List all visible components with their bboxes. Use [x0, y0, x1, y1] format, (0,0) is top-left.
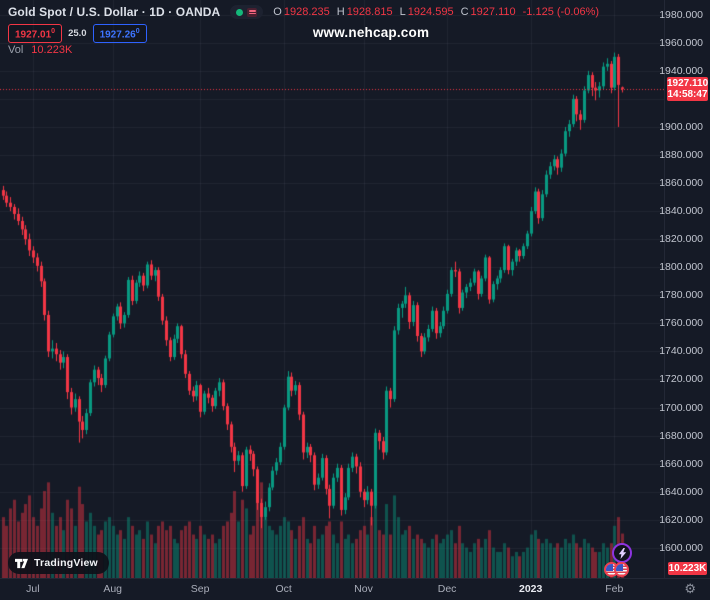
tradingview-logo-text: TradingView [34, 557, 98, 569]
price-axis-label: 1620.000 [659, 513, 703, 526]
time-axis-label-sep: Sep [190, 583, 210, 595]
time-axis[interactable]: ⚙ Jul Aug Sep Oct Nov Dec 2023 Feb [0, 578, 710, 600]
sell-button[interactable]: 1927.010 [8, 24, 63, 44]
change-value: -1.125 (-0.06%) [522, 6, 600, 18]
symbol-title[interactable]: Gold Spot / U.S. Dollar · 1D · OANDA [8, 5, 221, 19]
close-label: C [460, 6, 469, 18]
tradingview-logo[interactable]: TradingView [8, 552, 109, 574]
price-axis-label: 1980.000 [659, 8, 703, 21]
lightning-badge[interactable] [612, 543, 632, 563]
lightning-icon [618, 547, 626, 559]
volume-axis-badge: 10.223K [668, 562, 707, 575]
ohlc-values: O 1928.235 H 1928.815 L 1924.595 C 1927.110 … [273, 6, 599, 18]
time-axis-label-oct: Oct [275, 583, 292, 595]
volume-value: 10.223K [31, 44, 73, 56]
price-axis-label: 1600.000 [659, 541, 703, 554]
time-axis-label-jul: Jul [26, 583, 40, 595]
flag-badges[interactable] [604, 562, 629, 577]
buy-button[interactable]: 1927.260 [92, 24, 147, 44]
price-axis-label: 1780.000 [659, 289, 703, 302]
price-axis-label: 1960.000 [659, 36, 703, 49]
us-flag-icon [614, 562, 629, 577]
time-axis-label-aug: Aug [103, 583, 123, 595]
close-value: 1927.110 [470, 6, 516, 18]
price-axis-label: 1860.000 [659, 177, 703, 190]
spread-value: 25.0 [68, 28, 87, 40]
time-axis-label-feb: Feb [605, 583, 624, 595]
price-axis[interactable]: 1927.110 14:58:47 10.223K 1980.000 1960.0… [659, 0, 710, 578]
price-axis-label: 1880.000 [659, 149, 703, 162]
low-value: 1924.595 [407, 6, 454, 18]
price-axis-label: 1900.000 [659, 120, 703, 133]
time-axis-label-nov: Nov [354, 583, 373, 595]
open-value: 1928.235 [283, 6, 330, 18]
high-value: 1928.815 [346, 6, 393, 18]
trade-buttons: 1927.010 25.0 1927.260 [8, 24, 147, 44]
price-axis-label: 1680.000 [659, 429, 703, 442]
current-price-value: 1927.110 [667, 77, 709, 89]
gear-icon[interactable]: ⚙ [684, 581, 696, 596]
price-chart-canvas[interactable] [0, 0, 664, 578]
price-axis-label: 1660.000 [659, 457, 703, 470]
volume-label[interactable]: Vol [8, 44, 24, 56]
price-axis-label: 1720.000 [659, 373, 703, 386]
price-axis-label: 1800.000 [659, 261, 703, 274]
price-axis-label: 1740.000 [659, 345, 703, 358]
tradingview-mark-icon [15, 558, 28, 568]
watermark-text: www.nehcap.com [312, 25, 430, 40]
chart-legend: Gold Spot / U.S. Dollar · 1D · OANDA O 19… [8, 5, 599, 19]
high-label: H [336, 6, 345, 18]
open-label: O [273, 6, 282, 18]
price-axis-label: 1640.000 [659, 485, 703, 498]
time-axis-label-2023: 2023 [519, 583, 543, 595]
delayed-data-icon [247, 7, 258, 17]
time-axis-label-dec: Dec [437, 583, 457, 595]
price-axis-label: 1760.000 [659, 317, 703, 330]
market-status-pill[interactable] [230, 5, 264, 19]
current-price-label: 1927.110 14:58:47 [667, 76, 709, 101]
market-open-icon [236, 8, 244, 16]
volume-legend: Vol 10.223K [8, 44, 72, 56]
price-axis-label: 1700.000 [659, 401, 703, 414]
price-axis-label: 1940.000 [659, 64, 703, 77]
price-axis-label: 1820.000 [659, 233, 703, 246]
price-axis-label: 1840.000 [659, 205, 703, 218]
low-label: L [399, 6, 406, 18]
bar-countdown: 14:58:47 [667, 88, 708, 100]
